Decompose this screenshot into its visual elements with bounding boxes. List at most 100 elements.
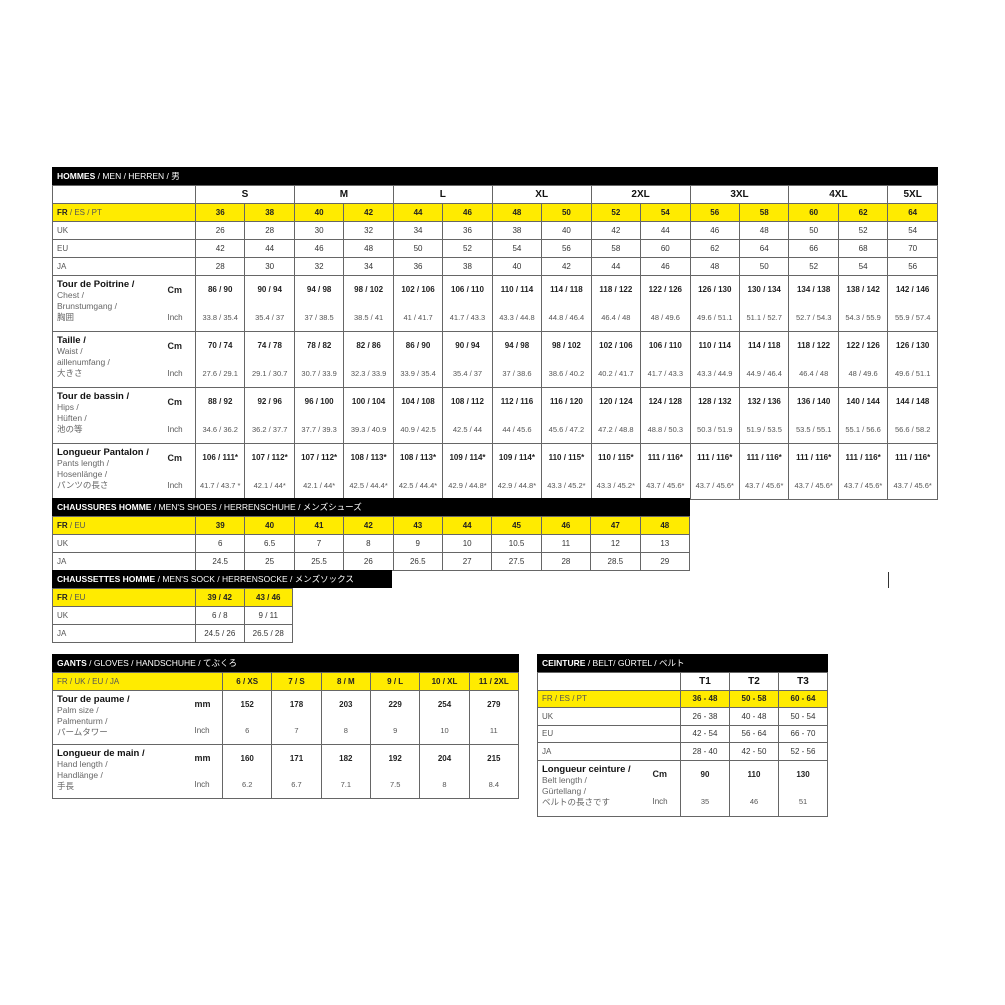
measure-inch: 49.6 / 51.1 bbox=[887, 359, 938, 388]
measure-inch: 42.1 / 44* bbox=[293, 471, 345, 500]
measure-label-line: パームタワー bbox=[57, 727, 108, 737]
measure-cm: 106 / 111* bbox=[194, 443, 246, 472]
measure-cm: 116 / 120 bbox=[541, 387, 592, 416]
fr-size: 10 / XL bbox=[419, 672, 470, 691]
measure-inch: 33.8 / 35.4 bbox=[194, 303, 246, 332]
measure-label-line: Brunstumgang / bbox=[57, 301, 118, 311]
size-value: 52 bbox=[837, 221, 889, 240]
unit-cm: Cm bbox=[165, 275, 196, 304]
measure-inch: 51.9 / 53.5 bbox=[738, 415, 790, 444]
measure-label: Tour de bassin / Hips / Hüften / 池の等 bbox=[52, 387, 166, 444]
fr-size: 52 bbox=[590, 203, 642, 222]
size-value: 52 - 56 bbox=[778, 742, 828, 761]
measure-label-line: Tour de bassin / bbox=[57, 391, 130, 402]
measure-cm: 90 / 94 bbox=[442, 331, 493, 360]
measure-cm-row: Tour de paume / Palm size / Palmenturm / パー… bbox=[52, 690, 520, 745]
size-label: XL bbox=[491, 185, 592, 204]
measure-cm: 112 / 116 bbox=[491, 387, 543, 416]
measure-inch-row: Inch 6 7 8 9 10 11 bbox=[53, 717, 520, 745]
size-value: 42 - 50 bbox=[729, 742, 779, 761]
measure-inch: 42.1 / 44* bbox=[244, 471, 295, 500]
size-row: T1 T2 T3 bbox=[537, 672, 828, 691]
size-value: 12 bbox=[590, 534, 641, 553]
size-value: 26 bbox=[343, 552, 394, 571]
size-value: 24.5 bbox=[195, 552, 246, 571]
fr-size: 46 bbox=[442, 203, 493, 222]
fr-row: FR / EU 39 / 42 43 / 46 bbox=[51, 588, 293, 607]
fr-size: 48 bbox=[491, 203, 543, 222]
measure-inch: 43.7 / 45.6* bbox=[788, 471, 839, 500]
measure-label-line: 胸囲 bbox=[57, 312, 75, 322]
measure-cm: 94 / 98 bbox=[293, 275, 345, 304]
measure-label-line: Hosenlänge / bbox=[57, 469, 108, 479]
row-label: UK bbox=[52, 221, 196, 240]
measure-cm: 144 / 148 bbox=[887, 387, 938, 416]
size-label: 5XL bbox=[887, 185, 938, 204]
fr-label: FR / ES / PT bbox=[537, 689, 681, 708]
measure-cm: 111 / 116* bbox=[689, 443, 740, 472]
size-value: 54 bbox=[837, 257, 889, 276]
fr-size: 43 / 46 bbox=[243, 588, 293, 607]
size-value: 8 bbox=[343, 534, 394, 553]
fr-size: 42 bbox=[343, 516, 394, 535]
measure-inch-row: Inch 41.7 / 43.7 * 42.1 / 44* 42.1 / 44* 42.… bbox=[53, 471, 938, 500]
size-value: 28 bbox=[540, 552, 592, 571]
measure-label-line: Waist / bbox=[57, 346, 83, 356]
measure-label-line: Palmenturm / bbox=[57, 716, 108, 726]
measure-label-line: ベルトの長さです bbox=[542, 796, 611, 807]
size-value: 66 - 70 bbox=[778, 724, 828, 743]
size-label: M bbox=[293, 185, 394, 204]
measure-inch: 49.6 / 51.1 bbox=[689, 303, 740, 332]
size-value: 48 bbox=[343, 239, 394, 258]
measure-inch-row: Inch 35 46 51 bbox=[538, 788, 828, 817]
measure-inch: 38.6 / 40.2 bbox=[541, 359, 592, 388]
measure-inch: 30.7 / 33.9 bbox=[293, 359, 345, 388]
size-value: 10.5 bbox=[491, 534, 542, 553]
measure-inch: 51 bbox=[778, 788, 828, 817]
divider-line bbox=[888, 572, 889, 588]
measure-inch: 43.7 / 45.6* bbox=[887, 471, 938, 500]
fr-size: 42 bbox=[343, 203, 394, 222]
fr-size: 60 bbox=[788, 203, 839, 222]
measure-cm: 109 / 114* bbox=[491, 443, 543, 472]
measure-inch: 6 bbox=[222, 717, 273, 745]
fr-size: 11 / 2XL bbox=[468, 672, 520, 691]
unit-inch: Inch bbox=[165, 415, 196, 444]
measure-cm: 110 / 114 bbox=[689, 331, 740, 360]
measure-inch: 41 / 41.7 bbox=[392, 303, 444, 332]
size-value: 13 bbox=[639, 534, 691, 553]
row-label: UK bbox=[51, 534, 197, 553]
belt-table: CEINTURE / BELT/ GÜRTEL / ベルト T1 T2 T3 FR / … bbox=[537, 654, 828, 817]
size-value: 6.5 bbox=[244, 534, 295, 553]
measure-cm: 124 / 128 bbox=[640, 387, 691, 416]
measure-cm: 111 / 116* bbox=[738, 443, 790, 472]
size-row: S M L XL 2XL 3XL 4XL 5XL bbox=[52, 185, 938, 204]
measure-cm: 108 / 112 bbox=[442, 387, 493, 416]
size-value: 46 bbox=[640, 257, 691, 276]
size-row-eu: EU 42 44 46 48 50 52 54 56 58 60 62 64 66 68 70 bbox=[52, 239, 938, 258]
measure-cm: 192 bbox=[369, 744, 421, 772]
measure-cm: 134 / 138 bbox=[788, 275, 839, 304]
measure-inch: 55.1 / 56.6 bbox=[837, 415, 889, 444]
measure-inch: 48.8 / 50.3 bbox=[640, 415, 691, 444]
table-header: HOMMES / MEN / HERREN / 男 bbox=[52, 167, 938, 185]
measure-inch: 8 bbox=[419, 771, 470, 799]
measure-inch: 41.7 / 43.7 * bbox=[194, 471, 246, 500]
measure-cm: 86 / 90 bbox=[194, 275, 246, 304]
measure-inch: 43.7 / 45.6* bbox=[837, 471, 889, 500]
measure-cm: 118 / 122 bbox=[788, 331, 839, 360]
measure-inch: 34.6 / 36.2 bbox=[194, 415, 246, 444]
unit-cm: Cm bbox=[165, 387, 196, 416]
size-value: 28.5 bbox=[590, 552, 641, 571]
size-value: 36 bbox=[442, 221, 493, 240]
size-row-ja: JA 24.5 / 26 26.5 / 28 bbox=[51, 624, 293, 643]
fr-label: FR / UK / EU / JA bbox=[51, 672, 224, 691]
measure-inch: 43.3 / 45.2* bbox=[590, 471, 642, 500]
measure-inch: 51.1 / 52.7 bbox=[738, 303, 790, 332]
fr-size: 43 bbox=[392, 516, 443, 535]
measure-cm: 102 / 106 bbox=[590, 331, 642, 360]
size-value: 52 bbox=[442, 239, 493, 258]
size-value: 28 bbox=[244, 221, 295, 240]
size-row-eu: EU 42 - 54 56 - 64 66 - 70 bbox=[537, 724, 828, 743]
